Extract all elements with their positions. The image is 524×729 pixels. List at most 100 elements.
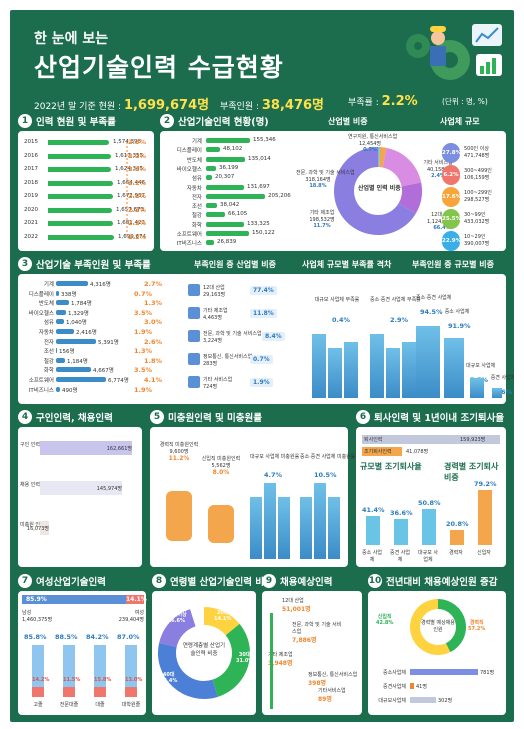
header: 한 눈에 보는 산업기술인력 수급현황 2022년 말 기준 현원 : 1,69… [10,10,514,113]
size-label: 500인 이상 471,748명 [464,145,504,159]
shortage-industry: IT비즈니스 [28,387,54,394]
experienced-slice [410,599,451,655]
section-10-title: 10 전년대비 채용예상인원 증감 [368,574,498,588]
rate-label: 중소·중견 사업체 미충원률 [300,454,356,460]
shortage-industry: 반도체 [38,301,54,308]
plan-change-value: 302명 [438,698,453,704]
female-col-pct: 14.2% [32,677,50,683]
hire-plan-label: 12대 산업 51,001명 [282,597,332,613]
building-icon [386,348,400,398]
section-9-title: 9 채용예상인력 [262,574,332,588]
size-name: 500인 이상 [464,146,489,152]
hire-value: 16,073명 [26,526,49,532]
plan-change-name: 중견사업체 [382,684,406,690]
female-col [94,687,106,697]
donut-slice [378,147,380,168]
hire-value: 162,661명 [106,446,132,452]
industry-bar [206,147,220,153]
rate-pct: 10.5% [314,471,337,479]
industry-bar [206,156,245,162]
year-row: 2021 1,681,423 [24,220,152,228]
rate-line [126,142,128,237]
hire-plan-name: 전문, 과학 및 기술 서비스업 [292,622,342,635]
donut-label-pct: 11.7% [313,223,331,229]
shortage-rate: 1.9% [134,385,153,394]
barrel-icon [208,505,234,543]
year-bar [48,234,114,240]
male-col-pct: 85.8% [24,633,47,641]
shortage-industry: 자동차 [38,330,54,336]
shortage-bar [56,281,88,286]
industry-value: 135,014 [248,155,271,162]
hire-plan-label: 기타서비스업 89명 [318,687,368,703]
female-col [32,687,44,697]
industry-value: 36,199 [219,164,239,171]
share-icon [188,353,200,365]
share-label: 기타 제조업 4,463명 [203,307,247,321]
shortage-value: 1,329명 [68,310,89,317]
year-value: 1,699,674 [118,233,146,240]
stat3-value: 2.2% [381,94,418,109]
industry-bar [206,240,214,246]
share-value: 29,163명 [203,292,226,298]
share-icon [188,330,200,342]
size-value: 471,748명 [464,153,490,159]
donut-label-pct: 18.8% [309,183,327,189]
section-5-panel: 경력직 미충원인력 9,600명 11.2% 신입직 미충원인력 5,562명 8.0% 대… [150,427,356,567]
resign-col [450,530,464,545]
rate-label: 대규모 사업체 미충원률 [250,454,300,460]
scale-label: 중견 사업체 [490,375,514,381]
newhire-name: 신입직 [377,614,392,620]
size-segment: 22.9% [442,231,461,251]
building-icon [264,483,276,559]
year-row: 2016 1,617,353 [24,153,152,161]
gap-label: 대규모 사업체 부족률 [314,297,360,303]
edu-name: 고졸 [33,702,43,708]
year-bar [48,153,111,159]
year-label: 2017 [24,166,38,172]
shortage-industry: 소프트웨어 [28,378,54,384]
size-label: 100~299인 298,527명 [464,189,504,203]
industry-name: 섬유 [191,176,202,183]
donut-label: 전문, 과학 및 기술 서비스업 318,164명 18.8% [296,169,355,189]
industry-name: 조선 [191,204,202,211]
section-8-panel: 연령계층별 산업기술인력 비중 20대 14.1% 30대 31.0% 40대 33.4% 5… [152,591,256,715]
building-icon [312,334,326,398]
scale-pct: 2.6% [494,388,513,396]
plan-change-name: 대규모사업체 [378,698,406,704]
share-name: 기타 서비스업 [203,377,233,383]
building-icon [328,497,340,559]
shortage-bar [56,338,96,344]
unit-note: (단위 : 명, %) [442,97,488,106]
shortage-bar [56,386,60,392]
donut-label-value: 12,454명 [358,141,382,147]
year-value: 1,657,673 [116,206,144,213]
female-col-pct: 13.0% [125,677,143,683]
rate-label: 2.2% [128,178,147,187]
year-label: 2016 [24,152,38,159]
size-value: 298,527명 [464,197,490,203]
year-bar [48,180,113,186]
plan-change-bar [410,669,478,675]
section-10-panel: 경력별 예상채용 인원 신입직 42.8% 경력직 57.2% 중소사업체 781명 중견사업… [368,591,506,715]
age-label: 20대 14.1% [214,609,231,622]
size-value: 390,007명 [464,241,490,247]
industry-value: 131,697 [247,183,270,190]
early-resign-bar [362,447,402,456]
industry-share-label: 산업별 비중 [328,117,368,126]
industry-name: 기계 [191,139,202,145]
shortage-value: 2,416명 [76,330,97,336]
vacancy-label: 신입직 미충원인력 5,562명 8.0% [198,455,244,476]
shortage-value: 6,774명 [108,378,129,384]
donut-slice [379,147,387,168]
scale-label: 중소 사업체 [444,309,470,315]
size-name: 300~499인 [464,168,492,174]
male-col-pct: 88.5% [55,633,78,641]
share-name: 전문, 과학 및 기술 서비스업 [203,331,262,337]
age-name: 20대 [216,610,229,616]
company-size-label: 사업체 규모 [440,117,480,126]
age-pct: 14.1% [214,616,232,622]
year-value: 1,664,446 [117,179,145,186]
size-segment: 6.2% [442,165,460,185]
industry-name: 전자 [191,194,202,201]
